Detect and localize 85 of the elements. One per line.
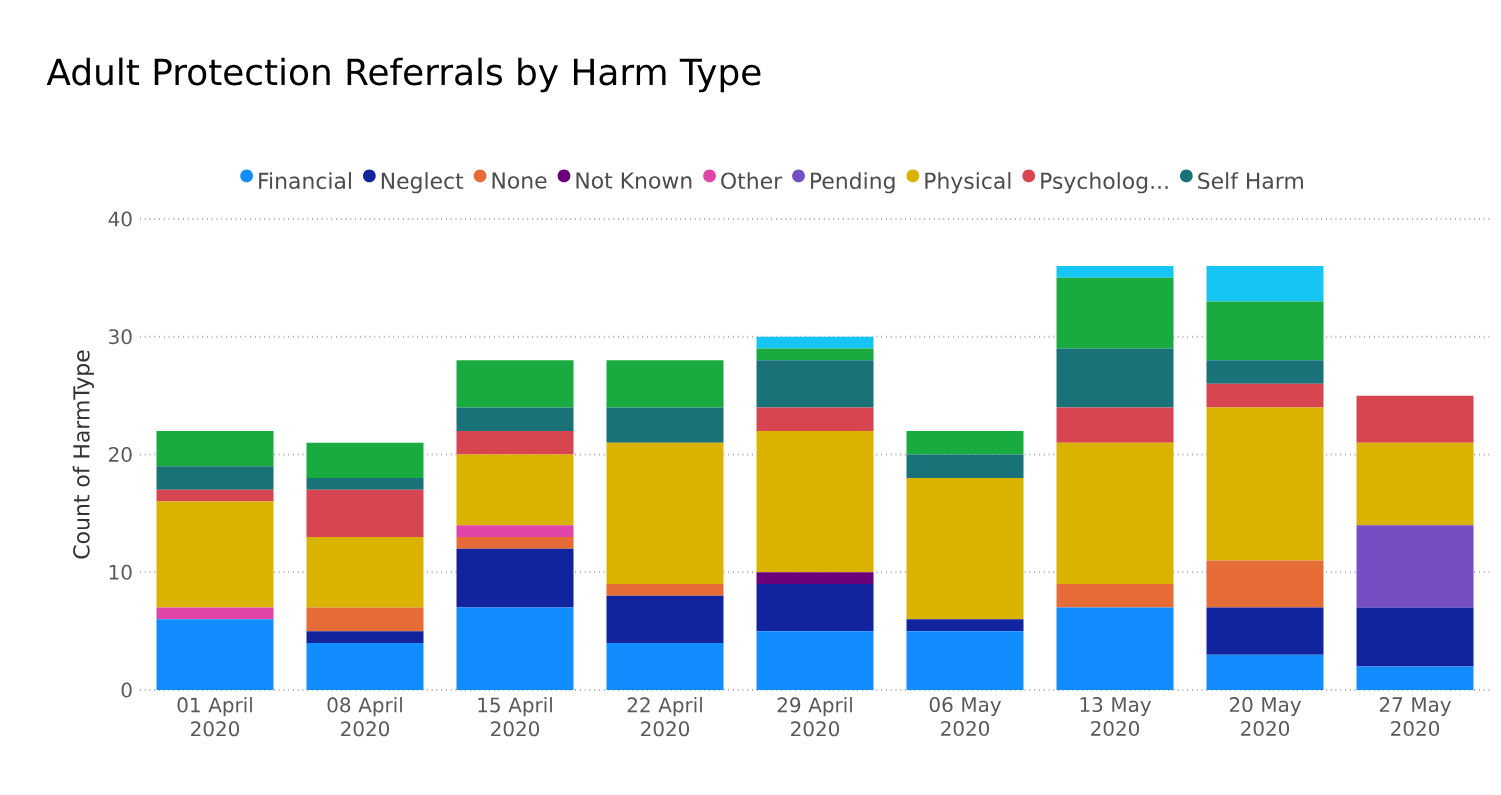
bar	[1356, 395, 1474, 443]
legend-label: Not Known	[576, 172, 692, 189]
y-tick-label: 10	[109, 564, 132, 580]
x-tick-label: 06 May 2020	[929, 697, 1002, 737]
bar	[456, 360, 574, 408]
bar	[156, 430, 274, 467]
bar	[1206, 266, 1324, 302]
bar	[606, 584, 724, 596]
bar	[306, 607, 424, 632]
bar	[606, 595, 724, 643]
legend-label: Self Harm	[1198, 172, 1303, 190]
bar	[1056, 277, 1174, 349]
bar	[1206, 654, 1324, 690]
bar	[1356, 666, 1474, 690]
bar	[756, 631, 874, 690]
bar	[906, 430, 1024, 455]
bar	[606, 442, 724, 585]
bar	[906, 619, 1024, 632]
legend-label: Physical	[925, 172, 1011, 194]
bar	[456, 525, 574, 537]
x-tick-label: 27 May 2020	[1379, 697, 1452, 737]
x-tick-label: 08 April 2020	[327, 697, 402, 737]
bar	[756, 336, 874, 349]
bar	[1056, 266, 1174, 278]
legend-label: Pending	[811, 172, 895, 194]
bar	[1356, 525, 1474, 608]
y-tick-label: 30	[109, 329, 132, 345]
bar	[606, 360, 724, 408]
bar	[306, 442, 424, 479]
bar	[756, 584, 874, 632]
legend-label: Psycholog...	[1041, 172, 1168, 194]
bar	[306, 489, 424, 537]
bar	[156, 501, 274, 608]
chart-title: Adult Protection Referrals by Harm Type	[46, 57, 761, 93]
bar	[306, 478, 424, 490]
bar	[456, 607, 574, 690]
bar	[306, 642, 424, 690]
bar	[1206, 383, 1324, 408]
bar	[156, 489, 274, 502]
bar	[1206, 301, 1324, 361]
bar	[1356, 607, 1474, 667]
bar	[1056, 348, 1174, 408]
bar	[156, 607, 274, 620]
bar	[306, 631, 424, 643]
bar	[756, 572, 874, 585]
bar	[1206, 607, 1324, 655]
bar	[1056, 607, 1174, 690]
x-tick-label: 01 April 2020	[177, 697, 252, 737]
bar	[456, 430, 574, 455]
bar	[906, 454, 1024, 479]
x-tick-label: 15 April 2020	[478, 697, 552, 737]
bar	[1056, 407, 1174, 443]
bar	[456, 548, 574, 608]
bar	[456, 454, 574, 526]
legend-label: None	[492, 172, 547, 189]
bar	[1206, 407, 1324, 561]
bar	[606, 407, 724, 443]
bar	[456, 536, 574, 549]
legend-label: Financial	[259, 172, 351, 190]
bar	[456, 407, 574, 431]
bar	[1206, 560, 1324, 608]
bar	[756, 430, 874, 573]
bar	[1056, 442, 1174, 585]
bar	[1206, 360, 1324, 384]
bar	[156, 619, 274, 690]
y-tick-label: 0	[121, 682, 132, 698]
y-tick-label: 20	[109, 446, 132, 463]
bar	[1356, 442, 1474, 526]
bar	[756, 407, 874, 431]
legend-label: Neglect	[381, 172, 464, 194]
bar	[1056, 584, 1174, 608]
legend-label: Other	[721, 172, 783, 190]
bar	[756, 360, 874, 408]
bar	[906, 478, 1024, 620]
bar	[756, 348, 874, 361]
x-tick-label: 22 April 2020	[627, 697, 702, 737]
bar	[156, 466, 274, 490]
x-tick-label: 13 May 2020	[1080, 697, 1152, 737]
bar	[306, 536, 424, 608]
bar	[906, 631, 1024, 690]
bar	[606, 642, 724, 690]
y-tick-label: 40	[108, 211, 132, 227]
x-tick-label: 29 April 2020	[777, 697, 852, 737]
x-tick-label: 20 May 2020	[1229, 697, 1302, 737]
y-axis-title: Count of HarmType	[72, 350, 94, 559]
